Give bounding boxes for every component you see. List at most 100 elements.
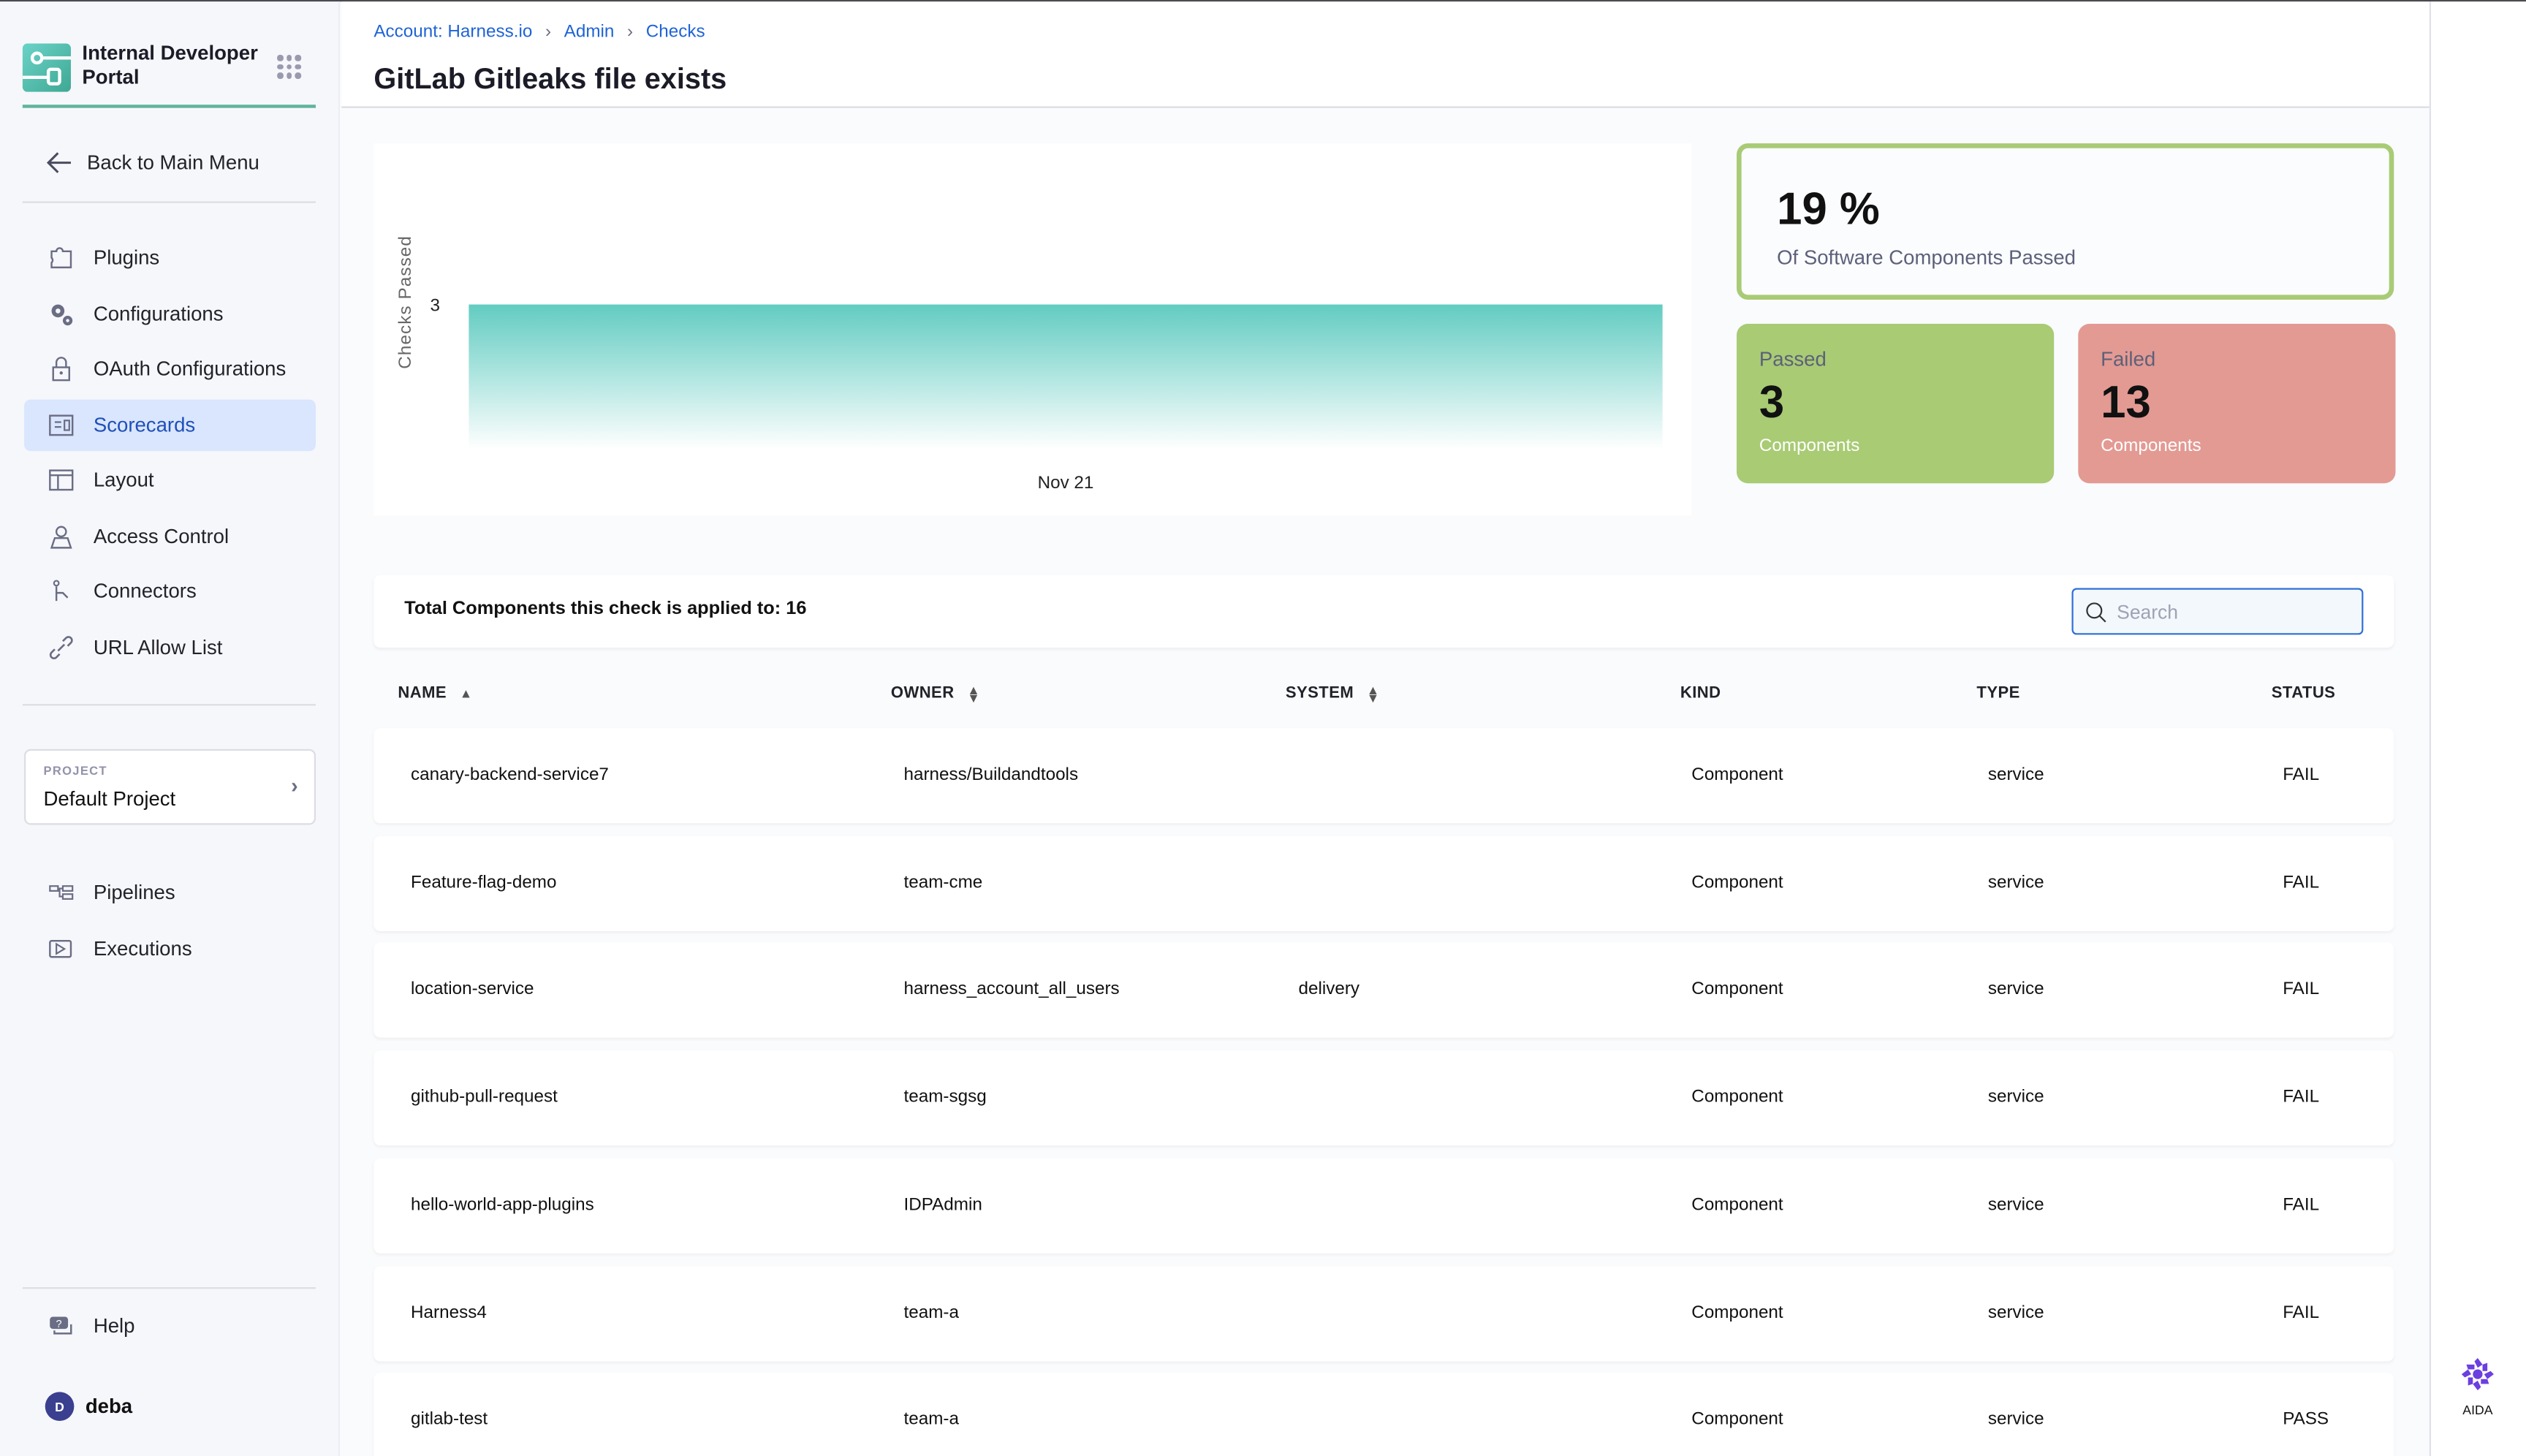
cell-type: service bbox=[1987, 1410, 2044, 1430]
breadcrumb-admin[interactable]: Admin bbox=[564, 22, 615, 42]
table-row[interactable]: Harness4 team-a Component service FAIL bbox=[373, 1265, 2394, 1361]
y-tick-label: 3 bbox=[430, 295, 439, 315]
sidebar-item-label: Configurations bbox=[93, 303, 224, 326]
module-accent-line bbox=[22, 105, 316, 108]
sidebar-item-layout[interactable]: Layout bbox=[24, 455, 316, 507]
cell-status: FAIL bbox=[2283, 1303, 2320, 1322]
scorecard-icon bbox=[48, 412, 74, 438]
table-row[interactable]: Feature-flag-demo team-cme Component servic… bbox=[373, 835, 2394, 931]
total-components: Total Components this check is applied t… bbox=[404, 599, 807, 619]
aida-button[interactable]: AIDA bbox=[2430, 1357, 2526, 1418]
svg-text:?: ? bbox=[56, 1319, 61, 1330]
passed-card: Passed 3 Components bbox=[1737, 324, 2055, 484]
sidebar-item-oauth-configurations[interactable]: OAuth Configurations bbox=[24, 343, 316, 395]
avatar[interactable]: D bbox=[45, 1392, 75, 1422]
sidebar-item-label: Access Control bbox=[93, 525, 230, 548]
cell-status: PASS bbox=[2283, 1410, 2329, 1430]
help-label: Help bbox=[93, 1314, 135, 1338]
column-status: STATUS bbox=[2272, 685, 2336, 702]
cell-status: FAIL bbox=[2283, 1194, 2320, 1215]
chevron-right-icon: › bbox=[545, 22, 552, 42]
percent-value: 19 % bbox=[1777, 183, 1880, 234]
failed-unit: Components bbox=[2101, 436, 2201, 456]
link-icon bbox=[48, 634, 74, 660]
divider bbox=[22, 1287, 316, 1289]
cell-type: service bbox=[1987, 872, 2044, 892]
percent-label: Of Software Components Passed bbox=[1777, 246, 2076, 270]
sidebar-item-label: URL Allow List bbox=[93, 636, 223, 659]
sidebar-item-label: Pipelines bbox=[93, 881, 175, 904]
sidebar-item-label: Connectors bbox=[93, 580, 197, 603]
cell-status: FAIL bbox=[2283, 765, 2320, 785]
table-toolbar: Total Components this check is applied t… bbox=[373, 575, 2394, 648]
breadcrumb-account[interactable]: Account: Harness.io bbox=[373, 22, 533, 42]
project-label: PROJECT bbox=[43, 763, 107, 778]
sidebar-item-scorecards[interactable]: Scorecards bbox=[24, 399, 316, 452]
back-to-main-menu[interactable]: Back to Main Menu bbox=[24, 137, 316, 189]
app-switcher-icon[interactable] bbox=[277, 54, 301, 79]
connector-icon bbox=[48, 578, 74, 604]
pipeline-icon bbox=[48, 879, 74, 905]
search-input[interactable] bbox=[2117, 600, 2343, 623]
search-box[interactable] bbox=[2071, 588, 2364, 635]
cell-kind: Component bbox=[1691, 1087, 1783, 1107]
project-name: Default Project bbox=[43, 787, 176, 811]
column-owner[interactable]: OWNER ▲ ▼ bbox=[890, 682, 981, 705]
sort-icon: ▲ ▼ bbox=[967, 682, 981, 705]
cell-owner: team-sgsg bbox=[903, 1087, 987, 1107]
area-series bbox=[469, 304, 1663, 450]
aida-icon bbox=[2461, 1358, 2494, 1391]
cell-owner: harness_account_all_users bbox=[903, 979, 1120, 1000]
sort-icon: ▲ ▼ bbox=[1366, 682, 1380, 705]
cell-owner: team-a bbox=[903, 1303, 959, 1322]
breadcrumb-checks[interactable]: Checks bbox=[645, 22, 705, 42]
sidebar-item-plugins[interactable]: Plugins bbox=[24, 232, 316, 284]
sidebar-item-pipelines[interactable]: Pipelines bbox=[24, 867, 316, 919]
failed-value: 13 bbox=[2101, 376, 2151, 428]
lock-icon bbox=[48, 356, 74, 382]
cell-owner: IDPAdmin bbox=[903, 1194, 982, 1215]
help-button[interactable]: ? Help bbox=[24, 1300, 316, 1352]
divider bbox=[22, 704, 316, 706]
layout-icon bbox=[48, 467, 74, 493]
table-row[interactable]: gitlab-test team-a Component service PASS bbox=[373, 1373, 2394, 1456]
column-owner-label: OWNER bbox=[890, 684, 955, 702]
table-row[interactable]: canary-backend-service7 harness/Buildandt… bbox=[373, 728, 2394, 824]
table-row[interactable]: hello-world-app-plugins IDPAdmin Component… bbox=[373, 1158, 2394, 1254]
sidebar-item-label: OAuth Configurations bbox=[93, 357, 287, 381]
cell-name: Harness4 bbox=[411, 1303, 487, 1322]
page-title: GitLab Gitleaks file exists bbox=[373, 62, 727, 96]
passed-unit: Components bbox=[1759, 436, 1860, 456]
sidebar-item-connectors[interactable]: Connectors bbox=[24, 566, 316, 618]
column-system[interactable]: SYSTEM ▲ ▼ bbox=[1285, 682, 1380, 705]
project-selector[interactable]: PROJECT Default Project › bbox=[24, 748, 316, 825]
column-name[interactable]: NAME ▲ bbox=[398, 685, 472, 702]
passed-label: Passed bbox=[1759, 348, 1827, 371]
sidebar-item-url-allow-list[interactable]: URL Allow List bbox=[24, 622, 316, 674]
failed-card: Failed 13 Components bbox=[2078, 324, 2396, 484]
table-row[interactable]: location-service harness_account_all_user… bbox=[373, 943, 2394, 1039]
app-name: Internal Developer Portal bbox=[82, 42, 258, 89]
cell-name: gitlab-test bbox=[411, 1410, 488, 1430]
sidebar-item-access-control[interactable]: Access Control bbox=[24, 511, 316, 563]
gears-icon bbox=[48, 301, 74, 327]
sidebar-item-executions[interactable]: Executions bbox=[24, 923, 316, 975]
chevron-right-icon: › bbox=[291, 773, 298, 798]
sidebar-item-configurations[interactable]: Configurations bbox=[24, 289, 316, 341]
sort-asc-icon: ▲ bbox=[459, 686, 473, 701]
column-system-label: SYSTEM bbox=[1285, 684, 1354, 702]
cell-kind: Component bbox=[1691, 1410, 1783, 1430]
checks-chart-card: Checks Passed Nov 21 3 bbox=[373, 143, 1692, 516]
top-border bbox=[0, 0, 2526, 2]
cell-owner: harness/Buildandtools bbox=[903, 765, 1079, 785]
cell-type: service bbox=[1987, 765, 2044, 785]
sidebar: Internal Developer Portal Back to Main M… bbox=[0, 1, 341, 1456]
column-type-label: TYPE bbox=[1976, 684, 2020, 702]
cell-name: Feature-flag-demo bbox=[411, 872, 557, 892]
table-row[interactable]: github-pull-request team-sgsg Component ser… bbox=[373, 1050, 2394, 1146]
chevron-right-icon: › bbox=[627, 22, 634, 42]
help-icon: ? bbox=[48, 1313, 74, 1338]
cell-kind: Component bbox=[1691, 1303, 1783, 1322]
user-name[interactable]: deba bbox=[85, 1395, 133, 1418]
